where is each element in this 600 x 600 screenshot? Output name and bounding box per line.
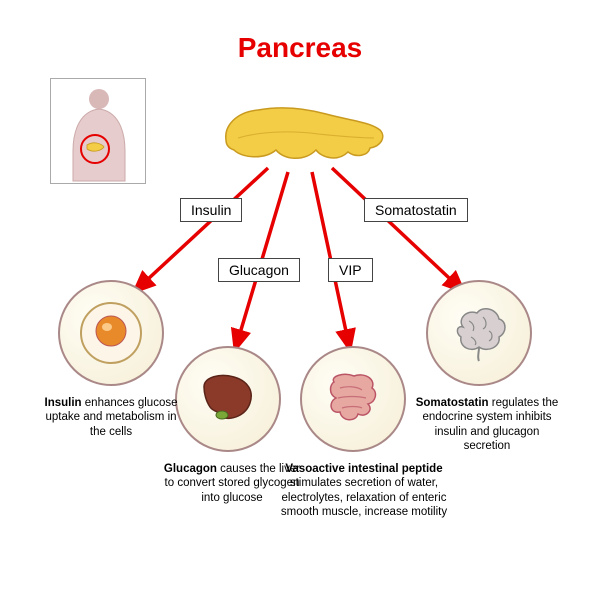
circle-liver [175, 346, 281, 452]
circle-intestine [300, 346, 406, 452]
label-somatostatin: Somatostatin [364, 198, 468, 222]
label-glucagon: Glucagon [218, 258, 300, 282]
liver-icon [192, 363, 264, 435]
label-vip: VIP [328, 258, 373, 282]
circle-brain [426, 280, 532, 386]
circle-cell [58, 280, 164, 386]
desc-vip: Vasoactive intestinal peptide stimulates… [278, 462, 450, 520]
label-insulin: Insulin [180, 198, 242, 222]
desc-somatostatin: Somatostatin regulates the endocrine sys… [412, 396, 562, 454]
desc-insulin: Insulin enhances glucose uptake and meta… [40, 396, 182, 439]
brain-icon [443, 297, 515, 369]
cell-icon [76, 298, 146, 368]
intestine-icon [316, 362, 390, 436]
